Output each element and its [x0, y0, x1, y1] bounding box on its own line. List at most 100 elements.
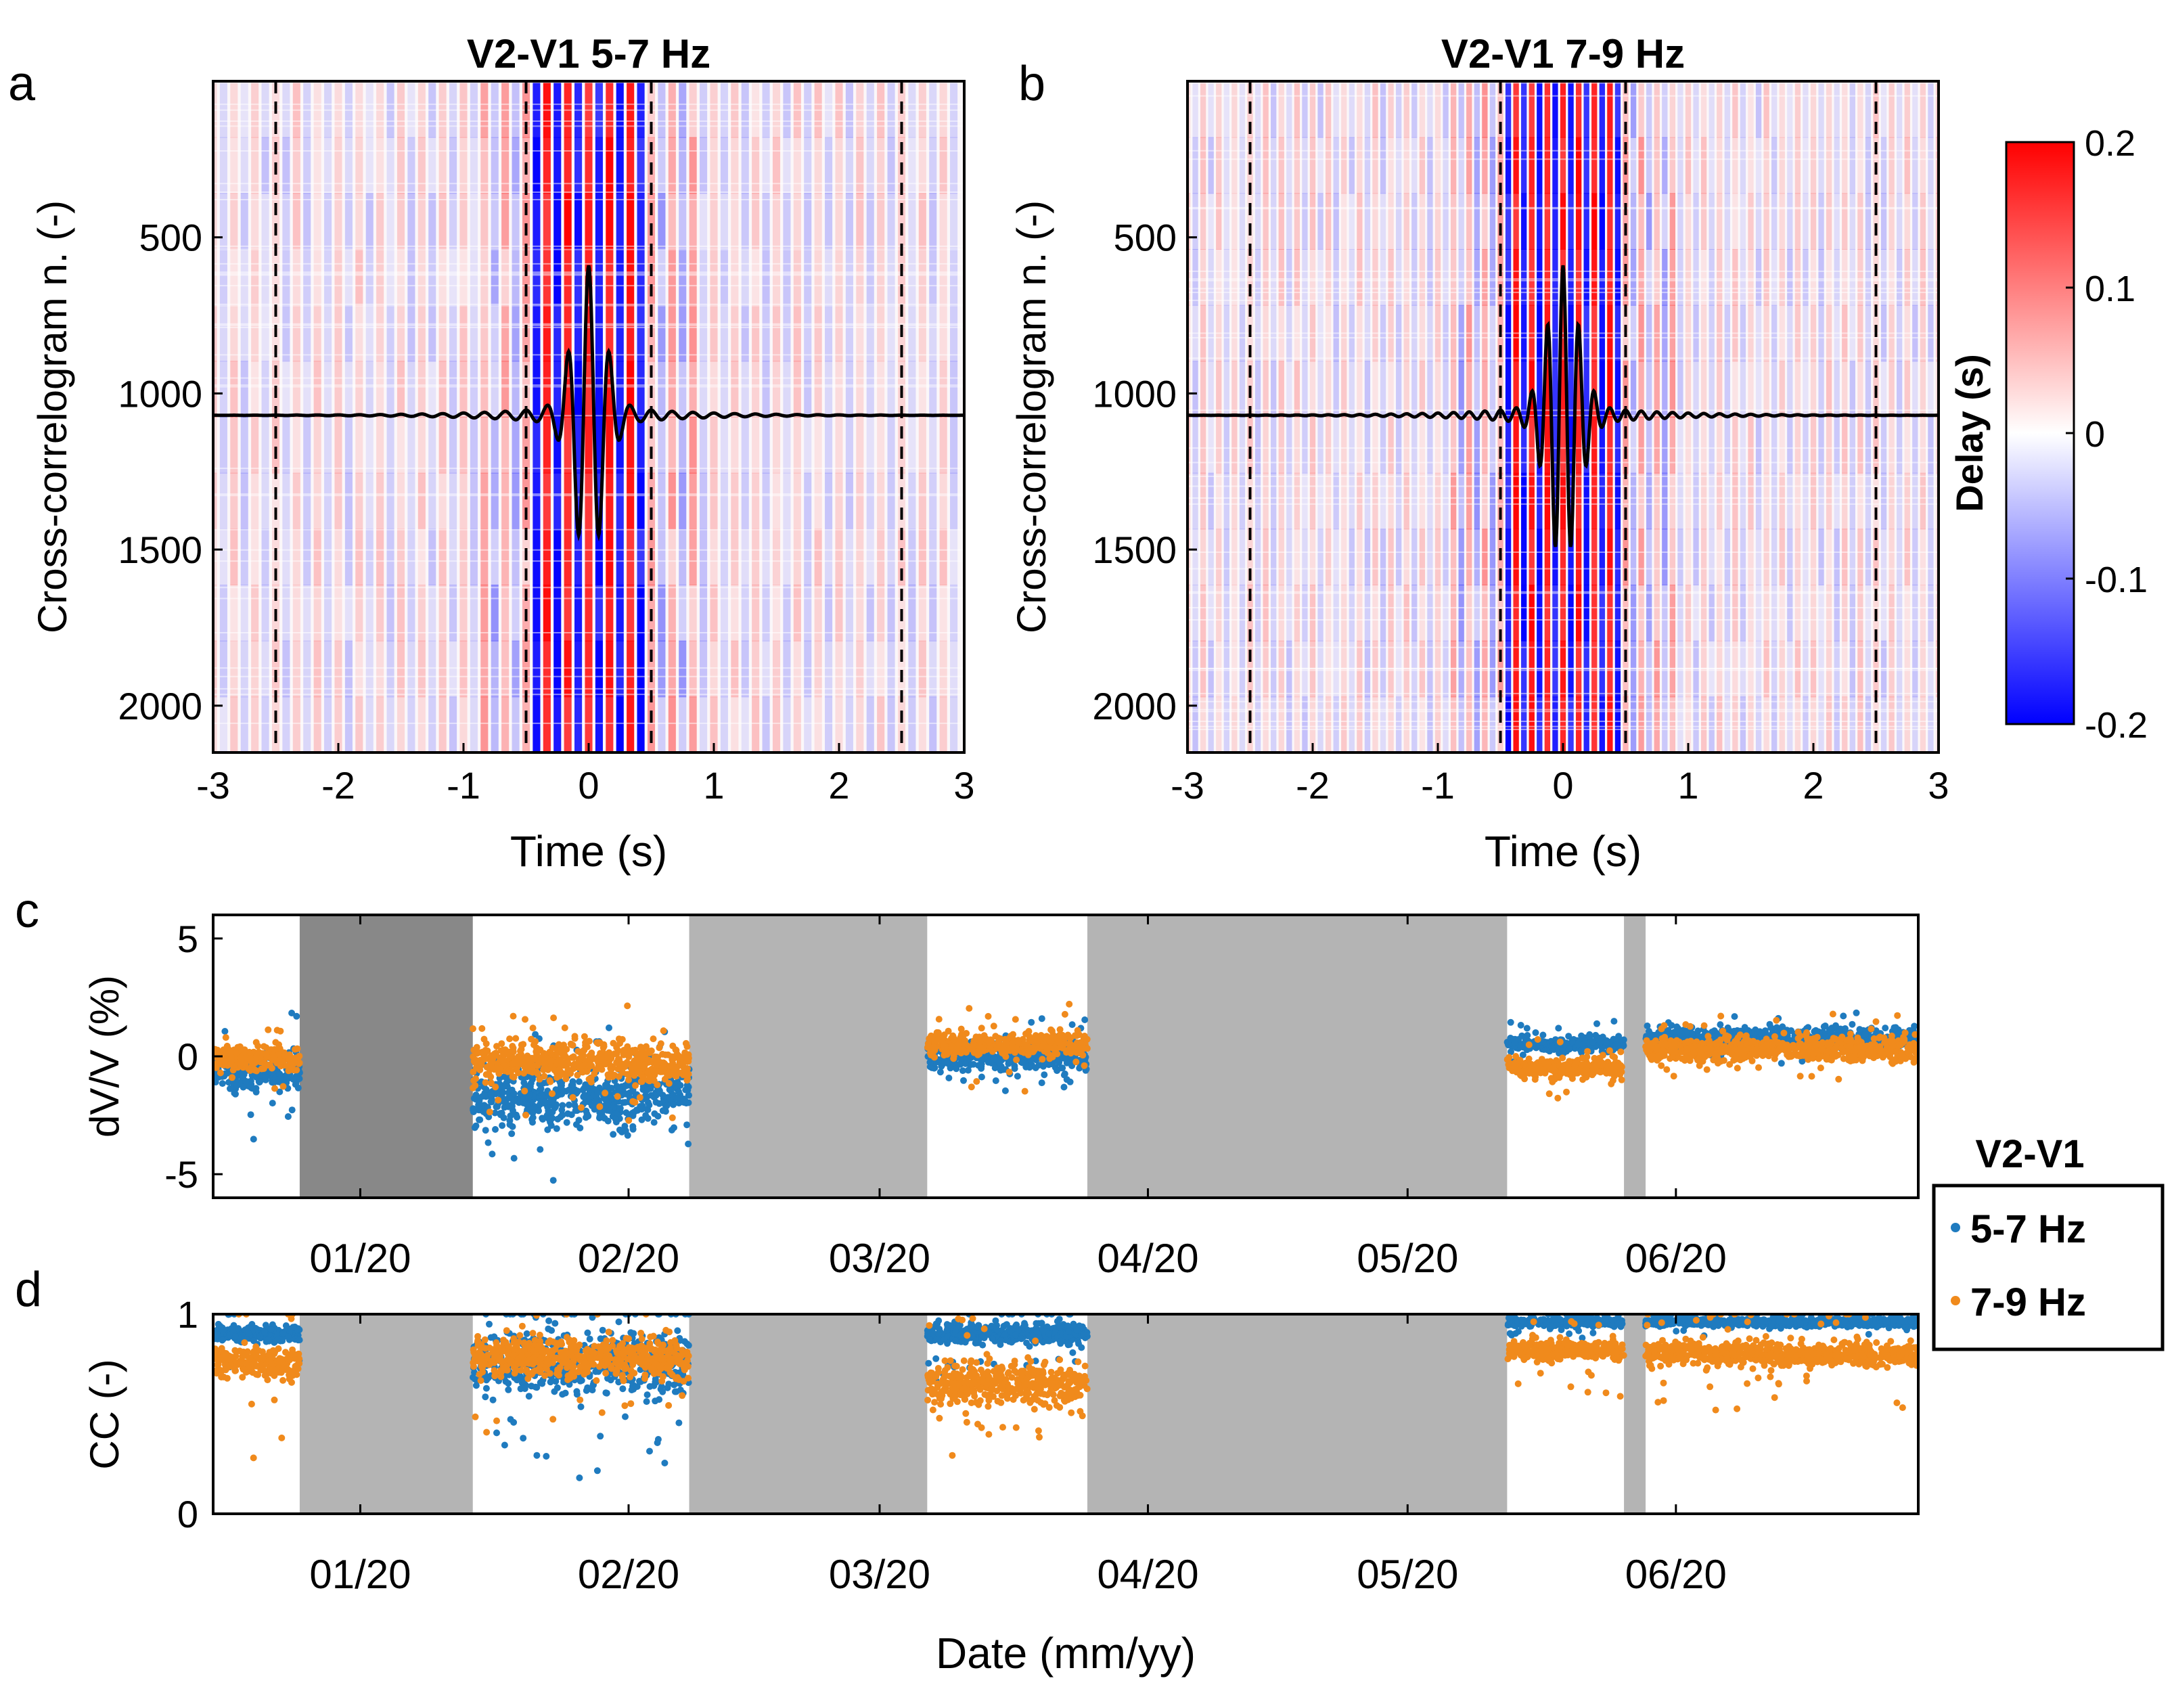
x-tick-label: -2 [321, 764, 355, 807]
heatmap-stripe [752, 361, 760, 418]
heatmap-stripe [1537, 585, 1543, 642]
heatmap-stripe [1897, 193, 1903, 250]
heatmap-stripe [428, 696, 436, 752]
heatmap-stripe [501, 529, 510, 585]
heatmap-stripe [365, 137, 374, 194]
heatmap-stripe [1787, 529, 1793, 585]
heatmap-stripe [1583, 249, 1589, 306]
heatmap-stripe [866, 361, 874, 418]
heatmap-stripe [417, 305, 426, 362]
heatmap-stripe [1357, 361, 1363, 418]
heatmap-stripe [783, 137, 791, 194]
heatmap-stripe [324, 696, 332, 752]
heatmap-stripe [1724, 529, 1730, 585]
heatmap-stripe [1794, 81, 1801, 138]
heatmap-stripe [1271, 417, 1277, 474]
x-tick-label: -3 [1171, 764, 1204, 807]
data-point [217, 1069, 224, 1077]
data-point [268, 1064, 275, 1072]
heatmap-stripe [1372, 137, 1378, 194]
data-point [227, 1060, 235, 1067]
heatmap-stripe [438, 472, 447, 530]
heatmap-b [1187, 81, 1939, 752]
heatmap-stripe [1489, 137, 1496, 194]
heatmap-stripe [1630, 193, 1637, 250]
heatmap-stripe [720, 472, 728, 530]
heatmap-stripe [1583, 81, 1589, 138]
heatmap-stripe [459, 417, 468, 474]
heatmap-stripe [1857, 417, 1863, 474]
data-point [523, 1101, 530, 1108]
heatmap-stripe [1880, 529, 1887, 585]
heatmap-stripe [1294, 137, 1300, 194]
data-point [538, 1092, 545, 1100]
heatmap-stripe [1560, 81, 1566, 138]
heatmap-stripe [449, 305, 457, 362]
data-point [493, 1089, 500, 1096]
heatmap-stripe [1677, 417, 1683, 474]
heatmap-stripe [1357, 585, 1363, 642]
data-point [514, 1113, 521, 1121]
heatmap-stripe [564, 696, 572, 752]
heatmap-stripe [1216, 696, 1222, 752]
heatmap-stripe [1474, 529, 1480, 585]
heatmap-stripe [491, 529, 499, 585]
heatmap-stripe [1325, 585, 1332, 642]
heatmap-stripe [1677, 696, 1683, 752]
heatmap-stripe [1763, 193, 1769, 250]
data-point [510, 1090, 518, 1098]
data-point [1081, 1016, 1089, 1023]
heatmap-stripe [438, 529, 447, 585]
heatmap-stripe [428, 585, 436, 642]
heatmap-stripe [1935, 137, 1939, 194]
heatmap-stripe [845, 305, 853, 362]
data-point [656, 1100, 663, 1107]
heatmap-stripe [1607, 361, 1613, 418]
heatmap-stripe [908, 585, 916, 642]
data-point [261, 1043, 267, 1050]
heatmap-stripe [804, 137, 812, 194]
heatmap-stripe [1920, 696, 1926, 752]
heatmap-stripe [282, 529, 290, 585]
heatmap-stripe [762, 137, 770, 194]
heatmap-stripe [679, 696, 687, 752]
heatmap-stripe [230, 417, 238, 474]
heatmap-stripe [1700, 193, 1707, 250]
heatmap-stripe [282, 472, 290, 530]
heatmap-stripe [251, 193, 259, 250]
heatmap-stripe [1537, 137, 1543, 194]
heatmap-stripe [1372, 249, 1378, 306]
heatmap-stripe [929, 640, 937, 698]
heatmap-stripe [1834, 417, 1840, 474]
data-point [568, 1111, 575, 1119]
heatmap-stripe [1662, 696, 1668, 752]
heatmap-stripe [292, 529, 300, 585]
heatmap-stripe [1187, 529, 1191, 585]
heatmap-stripe [1187, 193, 1191, 250]
heatmap-stripe [1341, 472, 1347, 530]
data-point [1060, 1083, 1068, 1091]
heatmap-stripe [397, 529, 405, 585]
heatmap-stripe [1521, 137, 1527, 194]
heatmap-stripe [334, 696, 342, 752]
heatmap-stripe [658, 585, 666, 642]
heatmap-stripe [1826, 696, 1832, 752]
heatmap-stripe [1779, 417, 1785, 474]
heatmap-stripe [731, 417, 739, 474]
heatmap-stripe [679, 417, 687, 474]
heatmap-stripe [637, 305, 645, 362]
heatmap-stripe [334, 305, 342, 362]
heatmap-stripe [1380, 585, 1386, 642]
heatmap-stripe [1302, 529, 1308, 585]
heatmap-stripe [1560, 361, 1566, 418]
y-tick-label: 1000 [118, 372, 202, 415]
heatmap-stripe [1583, 472, 1589, 530]
heatmap-stripe [1450, 81, 1457, 138]
heatmap-stripe [627, 417, 635, 474]
heatmap-stripe [804, 361, 812, 418]
heatmap-stripe [1693, 417, 1699, 474]
heatmap-stripe [1380, 472, 1386, 530]
heatmap-stripe [574, 585, 583, 642]
data-point [506, 1035, 514, 1043]
heatmap-stripe [407, 585, 415, 642]
